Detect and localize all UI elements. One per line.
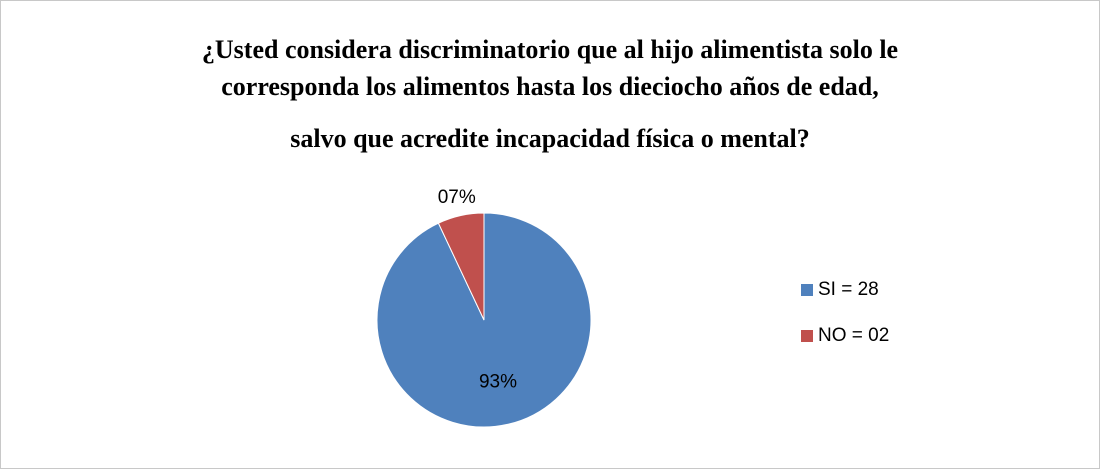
legend-label: NO = 02	[818, 325, 889, 346]
legend-swatch	[801, 330, 813, 342]
legend-label: SI = 28	[818, 279, 879, 300]
data-label: 07%	[438, 187, 476, 208]
data-label: 93%	[479, 372, 517, 393]
pie-slice	[437, 212, 485, 321]
chart-title: corresponda los alimentos hasta los diec…	[221, 72, 879, 101]
chart-title: salvo que acredite incapacidad física o …	[290, 124, 810, 153]
chart-title: ¿Usted considera discriminatorio que al …	[202, 35, 898, 64]
legend-swatch	[801, 284, 813, 296]
